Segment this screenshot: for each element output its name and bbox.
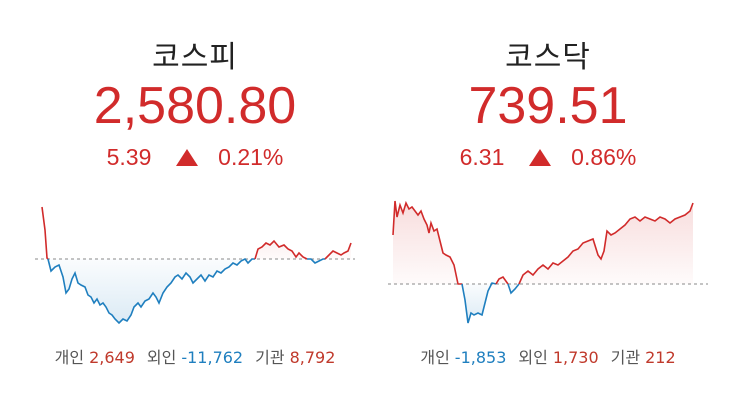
- index-name: 코스피: [152, 40, 238, 75]
- change-amount: 6.31: [459, 144, 505, 171]
- foreign-label: 외인: [146, 348, 177, 367]
- individual-value: 2,649: [89, 348, 135, 367]
- change-amount: 5.39: [106, 144, 152, 171]
- change-percent: 0.86%: [571, 144, 637, 171]
- chart-line-down: [461, 282, 497, 324]
- chart-line-mid: [495, 275, 509, 285]
- chart-line-up-open: [392, 200, 462, 285]
- index-value: 2,580.80: [93, 77, 297, 135]
- up-triangle-icon: [528, 149, 551, 167]
- foreign-value: -11,762: [181, 348, 244, 367]
- up-triangle-icon: [175, 149, 198, 167]
- institution-value: 8,792: [289, 348, 336, 367]
- foreign-value: 1,730: [552, 348, 599, 367]
- chart-area-up-open: [393, 201, 462, 284]
- institution-value: 212: [645, 348, 676, 367]
- kosdaq-panel[interactable]: 코스닥 739.51 6.31 0.86% 개인 -1,853 외인 1,730 기관 2…: [388, 0, 708, 405]
- index-name: 코스닥: [505, 40, 591, 75]
- index-value: 739.51: [468, 77, 628, 135]
- individual-value: -1,853: [454, 348, 507, 367]
- chart-line-dip: [507, 283, 520, 295]
- index-change: 6.31 0.86%: [388, 143, 708, 171]
- kospi-intraday-chart: [35, 206, 355, 325]
- chart-line-dip: [307, 258, 325, 264]
- kosdaq-intraday-chart: [388, 200, 708, 324]
- chart-area-down: [48, 259, 325, 323]
- individual-label: 개인: [54, 348, 85, 367]
- chart-area-up: [42, 207, 351, 259]
- institution-label: 기관: [610, 348, 641, 367]
- kospi-panel[interactable]: 코스피 2,580.80 5.39 0.21% 개인 2,649 외인 -11,762…: [35, 0, 355, 405]
- chart-line-up-close: [254, 239, 308, 260]
- investor-flows: 개인 -1,853 외인 1,730 기관 212: [388, 344, 708, 368]
- chart-area-up-close: [496, 203, 693, 284]
- institution-label: 기관: [255, 348, 285, 367]
- chart-line-down: [47, 257, 255, 325]
- individual-label: 개인: [420, 348, 450, 367]
- chart-line-up-close: [518, 202, 694, 285]
- chart-line-end: [324, 242, 352, 260]
- chart-line-up-open: [41, 206, 49, 260]
- foreign-label: 외인: [518, 348, 548, 367]
- index-change: 5.39 0.21%: [35, 143, 355, 171]
- change-percent: 0.21%: [218, 144, 284, 171]
- investor-flows: 개인 2,649 외인 -11,762 기관 8,792: [35, 344, 355, 368]
